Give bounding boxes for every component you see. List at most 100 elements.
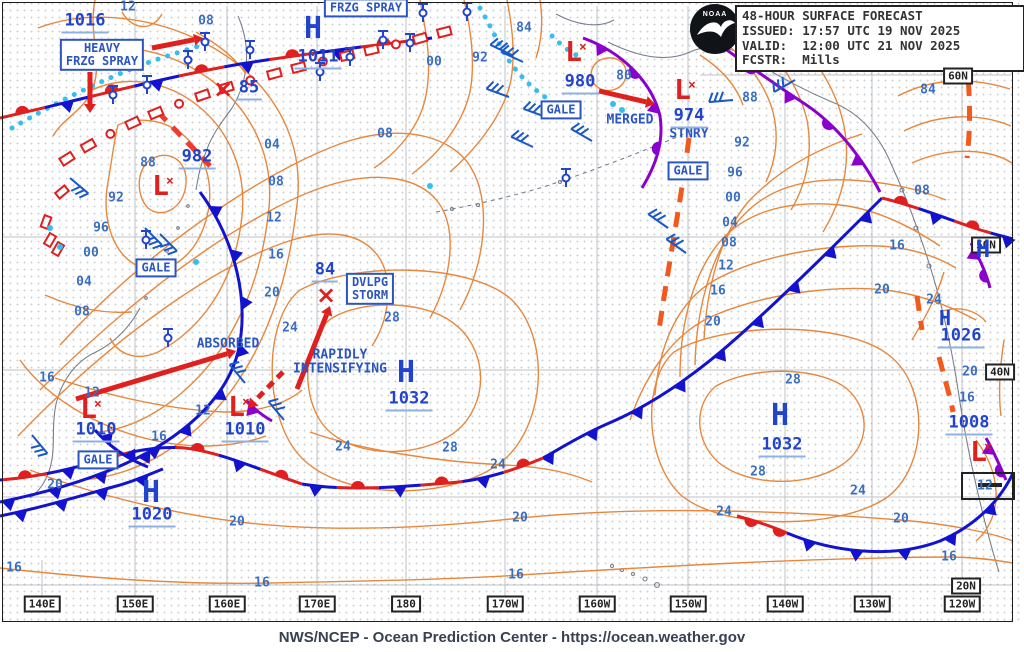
isobar-label: 12 <box>84 385 100 401</box>
isobar-label: 96 <box>93 220 109 236</box>
isobar-label: 16 <box>254 575 270 591</box>
edge-grid-box <box>961 472 1015 500</box>
isobar-label: 16 <box>6 560 22 576</box>
isobar-label: 08 <box>268 174 284 190</box>
boxed-annotation: FRZG SPRAY <box>323 0 409 18</box>
isobar-label: 96 <box>727 165 743 181</box>
lon-label: 160E <box>208 595 246 613</box>
high-center-value: 1016 <box>61 11 109 34</box>
lon-label: 120W <box>943 595 981 613</box>
boxed-annotation: GALE <box>135 258 177 278</box>
lon-label: 150W <box>669 595 707 613</box>
isobar-label: 08 <box>74 304 90 320</box>
high-center-value: 1032 <box>385 389 433 412</box>
isobar-label: 16 <box>268 247 284 263</box>
isobar-label: 16 <box>941 549 957 565</box>
isobar-label: 24 <box>335 439 351 455</box>
isobar-label: 20 <box>512 510 528 526</box>
low-center-symbol: L× <box>970 435 992 469</box>
isobar-label: 08 <box>914 183 930 199</box>
isobar-label: 24 <box>850 483 866 499</box>
low-center-symbol: L× <box>674 73 696 107</box>
front-warm <box>736 514 788 537</box>
isobar-label: 00 <box>83 245 99 261</box>
developing-low-value: 84 <box>311 260 339 283</box>
lon-label: 170E <box>298 595 336 613</box>
low-center-value: 1010 <box>221 420 269 443</box>
high-center-symbol: H <box>938 306 952 331</box>
isobar-label: 12 <box>195 403 211 419</box>
low-center-symbol: L× <box>228 390 250 424</box>
isobar-label: 88 <box>140 155 156 171</box>
footer: NWS/NCEP - Ocean Prediction Center - htt… <box>0 622 1024 652</box>
isobar-label: 16 <box>710 283 726 299</box>
forecast-title-box: 48-HOUR SURFACE FORECAST ISSUED: 17:57 U… <box>735 5 1024 72</box>
noaa-logo: NOAA <box>690 4 740 54</box>
lon-label: 160W <box>578 595 616 613</box>
boxed-annotation: HEAVY FRZG SPRAY <box>59 38 145 72</box>
low-center-value: 1008 <box>945 413 993 436</box>
lon-label: 150E <box>116 595 154 613</box>
developing-low-value: 85 <box>235 78 263 101</box>
isobar-label: 20 <box>229 514 245 530</box>
developing-low-symbol: × <box>315 280 337 309</box>
isobar-label: 92 <box>108 190 124 206</box>
isobar-label: 20 <box>874 282 890 298</box>
high-center-symbol: H <box>303 11 323 47</box>
isobar-label: 28 <box>750 464 766 480</box>
isobar-label: 16 <box>889 238 905 254</box>
isobar-label: 16 <box>508 567 524 583</box>
text-annotation: RAPIDLY <box>312 347 368 363</box>
low-center-value: 974 <box>670 106 708 129</box>
low-center-value: 982 <box>178 147 216 170</box>
lat-label: 50N <box>971 236 1001 254</box>
isobar-label: 12 <box>120 0 136 15</box>
boxed-annotation: DVLPG STORM <box>345 272 395 306</box>
lat-label: 60N <box>943 67 973 85</box>
high-center-symbol: H <box>141 475 161 511</box>
noaa-seagull-icon <box>697 20 735 37</box>
developing-low-symbol: × <box>212 74 234 103</box>
isobar-label: 88 <box>742 90 758 106</box>
lon-label: 170W <box>486 595 524 613</box>
isobar-label: 20 <box>962 364 978 380</box>
isobar-label: 92 <box>734 135 750 151</box>
front-occluded <box>582 36 663 189</box>
front-stationary <box>301 456 544 498</box>
isobar-label: 20 <box>264 285 280 301</box>
high-center-symbol: H <box>975 234 991 263</box>
low-center-value: 1010 <box>72 420 120 443</box>
text-annotation: MERGED <box>606 112 654 128</box>
isobar-label: 20 <box>47 477 63 493</box>
grid-lines <box>3 6 1011 596</box>
isobar-label: 08 <box>377 126 393 142</box>
isobar-label: 16 <box>959 390 975 406</box>
isobar-label: 00 <box>725 190 741 206</box>
wind-barbs <box>30 37 796 457</box>
title-line-1: 48-HOUR SURFACE FORECAST <box>742 8 923 23</box>
chart-graphics <box>0 0 1016 596</box>
lon-label: 180 <box>391 595 421 613</box>
high-center-value: 1026 <box>937 326 985 349</box>
boxed-annotation: GALE <box>77 450 119 470</box>
station-symbols <box>108 2 571 347</box>
isobar-label: 08 <box>721 235 737 251</box>
isobar-label: 04 <box>722 215 738 231</box>
high-center-symbol: H <box>770 398 790 434</box>
spray-dots-extra <box>47 101 625 265</box>
isobar-label: 16 <box>151 429 167 445</box>
boxed-annotation: GALE <box>667 161 709 181</box>
lon-label: 140E <box>23 595 61 613</box>
isobar-label: 20 <box>893 511 909 527</box>
isobar-label: 12 <box>977 478 993 494</box>
title-line-3: VALID: 12:00 UTC 21 NOV 2025 <box>742 37 961 53</box>
isobar-label: 04 <box>264 137 280 153</box>
isobar-label: 04 <box>76 274 92 290</box>
noaa-logo-text: NOAA <box>702 11 728 18</box>
footer-credit: NWS/NCEP - Ocean Prediction Center - htt… <box>278 628 746 646</box>
low-center-value: 980 <box>561 72 599 95</box>
isobar-label: 28 <box>442 440 458 456</box>
text-annotation: INTENSIFYING <box>293 361 387 377</box>
annotation-arrows <box>75 33 655 408</box>
